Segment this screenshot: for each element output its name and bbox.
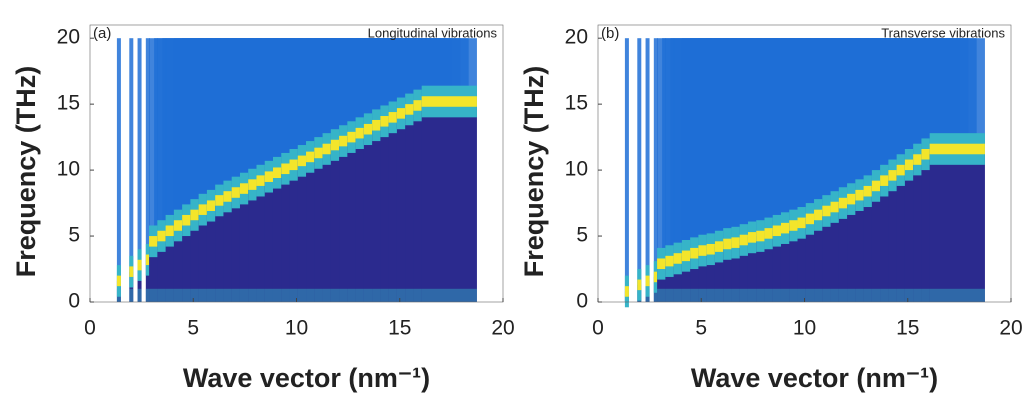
- spectrum-high: [645, 38, 650, 281]
- y-tick-label: 0: [576, 290, 588, 313]
- spectrum-base: [421, 288, 477, 302]
- x-tick-label: 0: [84, 317, 96, 340]
- spectrum-high: [137, 38, 142, 266]
- spectrum-base: [653, 288, 658, 302]
- y-tick-label: 0: [68, 290, 80, 313]
- x-tick-label: 20: [491, 317, 514, 340]
- x-tick-label: 0: [592, 317, 604, 340]
- spectrum-peak: [929, 143, 985, 155]
- spectrum-low: [145, 259, 150, 302]
- spectrum-low: [137, 265, 142, 302]
- spectrum-peak: [137, 259, 142, 271]
- spectrum-low: [929, 148, 985, 302]
- spectrum-base: [129, 288, 134, 302]
- x-tick-label: 5: [187, 317, 199, 340]
- spectrum-peak: [129, 266, 134, 277]
- y-tick-label: 15: [565, 92, 588, 115]
- y-axis-title: Frequency (THz): [11, 66, 41, 278]
- spectrum-peak: [145, 254, 150, 266]
- y-tick-label: 5: [68, 224, 80, 247]
- x-tick-label: 20: [999, 317, 1022, 340]
- panel-label: (a): [93, 25, 111, 42]
- y-tick-label: 10: [565, 158, 588, 181]
- spectrum-base: [145, 288, 150, 302]
- spectrum-peak: [116, 275, 121, 287]
- y-tick-label: 10: [57, 158, 80, 181]
- y-tick-label: 20: [57, 26, 80, 49]
- x-tick-label: 15: [896, 317, 919, 340]
- y-tick-label: 20: [565, 26, 588, 49]
- heatmap: [90, 25, 503, 303]
- x-tick-label: 10: [285, 317, 308, 340]
- spectrum-peak: [653, 271, 658, 283]
- spectrum-high: [624, 38, 629, 292]
- spectrum-base: [137, 288, 142, 302]
- spectrum-high: [129, 38, 134, 272]
- x-tick-label: 10: [793, 317, 816, 340]
- spectrum-high: [145, 38, 150, 260]
- spectrum-high: [116, 38, 121, 281]
- y-axis-title: Frequency (THz): [519, 66, 549, 278]
- panel-label: (b): [601, 25, 619, 42]
- spectrum-peak: [624, 286, 629, 297]
- spectrum-base: [929, 288, 985, 302]
- spectrum-high: [929, 38, 985, 149]
- x-tick-label: 15: [388, 317, 411, 340]
- spectrum-peak: [645, 275, 650, 287]
- y-tick-label: 15: [57, 92, 80, 115]
- spectrum-low: [421, 101, 477, 302]
- spectrum-peak: [421, 96, 477, 107]
- x-tick-label: 5: [695, 317, 707, 340]
- x-axis-title: Wave vector (nm⁻¹): [183, 363, 430, 393]
- heatmap: [598, 25, 1011, 308]
- spectrum-high: [637, 38, 642, 285]
- x-axis-title: Wave vector (nm⁻¹): [691, 363, 938, 393]
- panel-note: Transverse vibrations: [881, 25, 1005, 40]
- spectrum-high: [653, 38, 658, 277]
- panel-note: Longitudinal vibrations: [368, 25, 498, 40]
- spectrum-peak: [637, 279, 642, 291]
- y-tick-label: 5: [576, 224, 588, 247]
